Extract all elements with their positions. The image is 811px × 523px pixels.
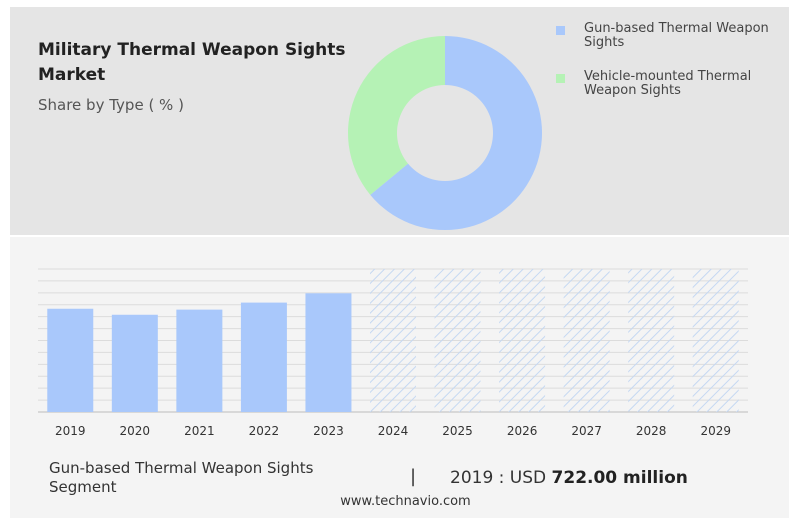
x-tick-label-2025: 2025 (442, 424, 473, 438)
legend-label-vehicle-mounted: Vehicle-mounted Thermal Weapon Sights (584, 69, 752, 98)
segment-value-prefix: 2019 : USD (450, 468, 547, 488)
donut-slice-vehicle-mounted (348, 36, 445, 195)
x-tick-label-2022: 2022 (249, 424, 280, 438)
market-growth-panel: 2019 2020 2021 2022 2023 2024 2025 2026 2027 2028… (10, 237, 789, 518)
chart-title: Military Thermal Weapon Sights Market (38, 40, 346, 85)
forecast-bar-2028 (628, 269, 675, 412)
x-tick-label-2026: 2026 (507, 424, 538, 438)
bar-2019 (47, 308, 94, 412)
legend-label-gun-based: Gun-based Thermal Weapon Sights (584, 21, 769, 50)
x-tick-label-2029: 2029 (700, 424, 731, 438)
donut-slice-gun-based (370, 36, 542, 231)
legend-swatch-vehicle-mounted (556, 74, 565, 83)
bar-2023 (305, 293, 352, 412)
forecast-bar-2029 (692, 269, 739, 412)
footer-separator: | (410, 466, 417, 487)
bar-2020 (111, 314, 158, 412)
x-tick-label-2028: 2028 (636, 424, 667, 438)
segment-label: Gun-based Thermal Weapon Sights Segment (49, 459, 314, 496)
legend-item-gun-based: Gun-based Thermal Weapon Sights (556, 22, 796, 50)
bar-chart: 2019 2020 2021 2022 2023 2024 2025 2026 2027 2028… (38, 268, 748, 438)
legend-item-vehicle-mounted: Vehicle-mounted Thermal Weapon Sights (556, 70, 796, 98)
x-tick-label-2020: 2020 (120, 424, 151, 438)
donut-chart (348, 36, 542, 231)
x-tick-label-2027: 2027 (571, 424, 602, 438)
segment-value: 2019 : USD 722.00 million (450, 468, 688, 488)
chart-subtitle: Share by Type ( % ) (38, 96, 184, 114)
segment-value-amount: 722.00 million (551, 468, 688, 488)
forecast-bar-2024 (370, 269, 416, 412)
x-tick-label-2021: 2021 (184, 424, 215, 438)
legend-swatch-gun-based (556, 26, 565, 35)
source-link[interactable]: www.technavio.com (340, 494, 471, 509)
x-tick-label-2024: 2024 (378, 424, 409, 438)
forecast-bar-2026 (499, 269, 546, 412)
bar-2022 (240, 302, 287, 412)
x-tick-label-2019: 2019 (55, 424, 86, 438)
x-tick-label-2023: 2023 (313, 424, 344, 438)
legend: Gun-based Thermal Weapon Sights Vehicle-… (556, 22, 796, 98)
forecast-bar-2025 (434, 269, 481, 412)
forecast-bar-2027 (563, 269, 610, 412)
bar-2021 (176, 309, 223, 412)
